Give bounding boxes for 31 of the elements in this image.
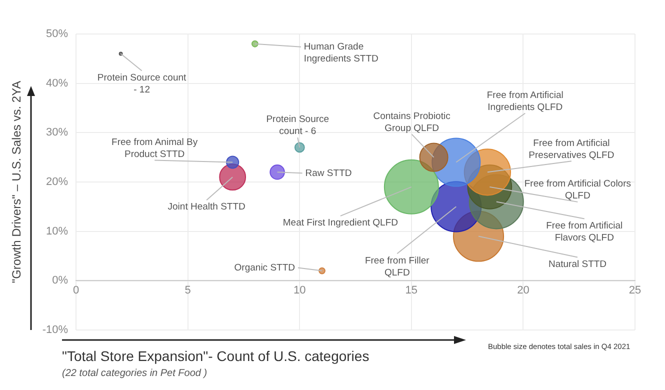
text: Free from Artificial Ingredients QLFD	[486, 90, 564, 113]
y-tick-label: 30%	[46, 126, 68, 139]
x-tick-label: 25	[628, 284, 642, 296]
text: Free from Animal By Product STTD	[112, 136, 198, 160]
y-tick-label: 40%	[46, 77, 68, 90]
x-tick-label: 5	[184, 284, 191, 296]
x-tick-label: 10	[294, 284, 306, 296]
text: (22 total categories in Pet Food )	[62, 368, 208, 379]
y-tick-label: 0%	[52, 274, 68, 287]
text: Human Grade Ingredients STTD	[304, 41, 379, 64]
y-tick-label: 20%	[46, 176, 68, 188]
series-label: Free from Artificial Colors QLFD	[524, 178, 632, 202]
y-axis-title: "Growth Drivers" – U.S. Sales vs. 2YA	[10, 80, 24, 284]
series-label: Contains Probiotic Group QLFD	[373, 110, 451, 134]
text: Free from Filler QLFD	[364, 255, 430, 278]
y-tick-label: 50%	[46, 28, 68, 40]
series-label: Protein Source count - 6	[266, 114, 330, 138]
text: Raw STTD	[305, 168, 352, 179]
text: Organic STTD	[234, 262, 296, 274]
y-tick-label: 10%	[46, 225, 68, 238]
series-label: Joint Health STTD	[168, 202, 246, 213]
x-tick-label: 15	[405, 284, 418, 296]
series-label: Meat First Ingredient QLFD	[282, 218, 398, 229]
text: Free from Artificial Preservatives QLFD	[528, 138, 614, 161]
text: Natural STTD	[548, 258, 607, 270]
text: Protein Source count - 12	[97, 72, 187, 96]
text: Free from Artificial Flavors QLFD	[546, 220, 623, 244]
x-tick-label: 0	[73, 284, 80, 296]
x-axis-title: "Total Store Expansion"- Count of U.S. categories	[62, 348, 370, 364]
x-tick-label: 20	[517, 284, 530, 296]
y-tick-label: -10%	[42, 324, 68, 336]
